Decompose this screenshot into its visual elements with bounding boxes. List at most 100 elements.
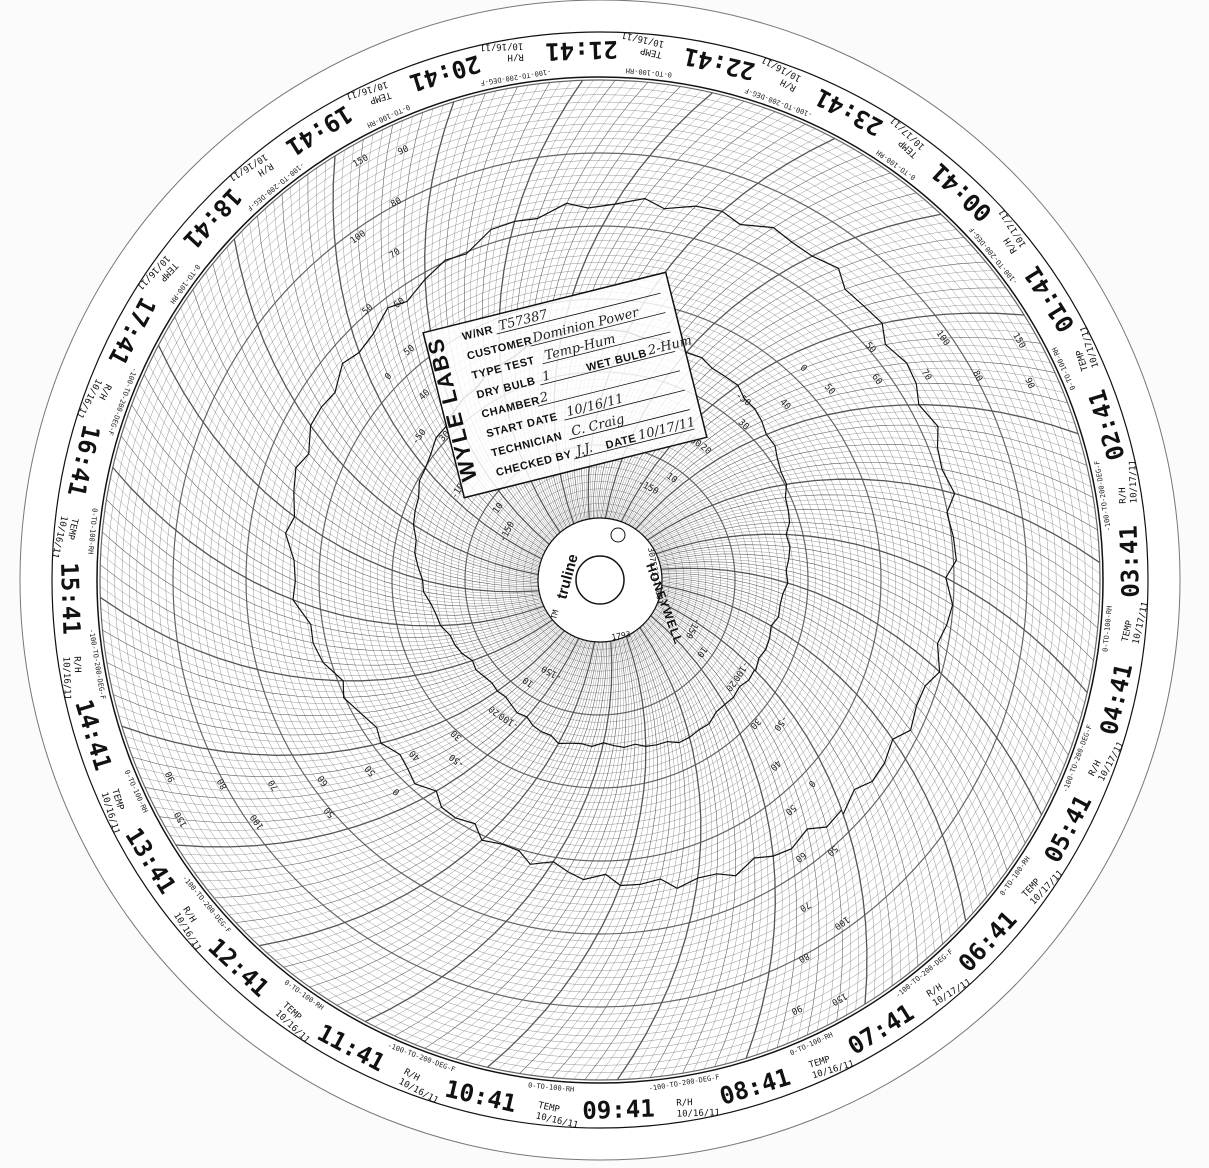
grid-ring xyxy=(99,79,1101,1081)
grid-time-line xyxy=(626,345,1046,524)
rh-ring-label: 90 xyxy=(396,144,410,158)
stamp-field-line xyxy=(574,428,695,460)
stamp-field-line xyxy=(537,370,681,407)
grid-time-line xyxy=(644,462,1098,538)
grid-time-line xyxy=(435,638,630,1053)
grid-time-line xyxy=(661,582,981,905)
grid-time-line xyxy=(164,637,577,831)
grid-time-line xyxy=(638,424,1087,532)
grid-time-line xyxy=(659,597,893,986)
stamp-field-value: 1 xyxy=(541,368,553,385)
grid-time-line xyxy=(652,513,1097,639)
grid-time-line xyxy=(374,640,614,1027)
grid-time-line xyxy=(373,129,545,553)
grid-time-line xyxy=(661,584,967,922)
grid-time-line xyxy=(661,589,943,945)
grid-time-line xyxy=(551,632,672,1078)
grid-time-line xyxy=(124,425,542,613)
grid-ring xyxy=(223,203,977,957)
grid-time-line xyxy=(654,609,812,1040)
grid-time-line xyxy=(273,201,540,569)
grid-time-line xyxy=(660,591,927,959)
pen-traces xyxy=(284,197,957,889)
grid-ring xyxy=(289,269,911,891)
grid-time-line xyxy=(100,553,550,661)
grid-time-line xyxy=(656,537,1085,704)
grid-time-line xyxy=(659,598,884,993)
grid-time-line xyxy=(635,404,1079,530)
grid-time-line xyxy=(627,353,1051,525)
grid-time-line xyxy=(112,467,544,627)
grid-time-line xyxy=(660,593,919,966)
drive-pin-hole xyxy=(610,527,626,543)
grid-time-line xyxy=(414,639,624,1045)
rh-ring-label: 80 xyxy=(389,196,403,210)
grid-time-line xyxy=(100,608,554,687)
grid-time-line xyxy=(653,517,1096,650)
grid-time-line xyxy=(639,625,713,1079)
grid-time-line xyxy=(192,289,539,583)
grid-ring xyxy=(187,167,1013,993)
grid-time-line xyxy=(657,602,859,1010)
grid-time-line xyxy=(656,604,843,1021)
grid-time-line xyxy=(103,521,548,647)
grid-time-line xyxy=(656,606,835,1026)
grid-time-line xyxy=(355,641,611,1017)
grid-time-line xyxy=(644,622,730,1075)
hour-unit-label: R/H xyxy=(1118,487,1129,504)
grid-time-line xyxy=(657,544,1080,725)
grid-ring xyxy=(296,276,904,884)
rh-ring-label: 80 xyxy=(216,777,230,791)
hour-unit-label: R/H xyxy=(676,1098,693,1109)
grid-time-line xyxy=(657,603,851,1016)
grid-time-line xyxy=(365,134,544,554)
grid-ring xyxy=(282,262,918,898)
grid-time-line xyxy=(410,108,548,547)
grid-time-line xyxy=(346,641,609,1011)
grid-ring xyxy=(143,123,1057,1037)
grid-time-line xyxy=(186,298,539,585)
grid-time-line xyxy=(327,641,606,1000)
hub-model: 1793 xyxy=(611,630,632,642)
grid-time-line xyxy=(275,641,598,961)
grid-time-line xyxy=(332,155,542,560)
grid-time-line xyxy=(115,629,563,742)
band-outer-edge xyxy=(51,31,1149,1129)
grid-time-line xyxy=(102,622,556,698)
grid-time-line xyxy=(646,620,743,1072)
grid-ring xyxy=(180,160,1020,1000)
grid-time-line xyxy=(630,375,1064,527)
grid-time-line xyxy=(140,634,571,792)
grid-time-line xyxy=(642,624,718,1078)
grid-time-line xyxy=(652,613,790,1052)
grid-ring xyxy=(121,101,1079,1059)
grid-time-line xyxy=(214,640,587,899)
rh-ring-label: 70 xyxy=(919,368,933,383)
hour-marker: 03:41 R/H 10/17/11 xyxy=(1114,460,1145,598)
grid-time-line xyxy=(650,615,776,1059)
grid-time-line xyxy=(316,167,541,562)
rh-ring-label: 70 xyxy=(267,778,281,793)
grid-time-line xyxy=(659,556,1065,766)
grid-time-line xyxy=(200,639,585,882)
grid-time-line xyxy=(102,531,548,652)
grid-time-line xyxy=(660,566,1047,806)
grid-time-line xyxy=(180,307,539,586)
grid-ring xyxy=(245,225,955,935)
hour-marker: 09:41 R/H10/16/11 xyxy=(582,1094,720,1125)
grid-time-line xyxy=(144,634,572,800)
grid-time-line xyxy=(654,526,1092,672)
grid-time-line xyxy=(219,255,539,578)
grid-time-line xyxy=(110,627,561,729)
grid-time-line xyxy=(265,208,539,570)
grid-time-line xyxy=(110,478,545,630)
grid-time-line xyxy=(661,590,935,952)
grid-time-line xyxy=(661,586,959,929)
rh-ring-label: 90 xyxy=(790,1002,804,1016)
grid-time-line xyxy=(661,577,1008,871)
grid-time-line xyxy=(163,335,539,591)
grid-time-line xyxy=(620,312,1025,522)
grid-time-line xyxy=(170,637,578,839)
hour-date: 10/16/11 xyxy=(480,40,524,52)
